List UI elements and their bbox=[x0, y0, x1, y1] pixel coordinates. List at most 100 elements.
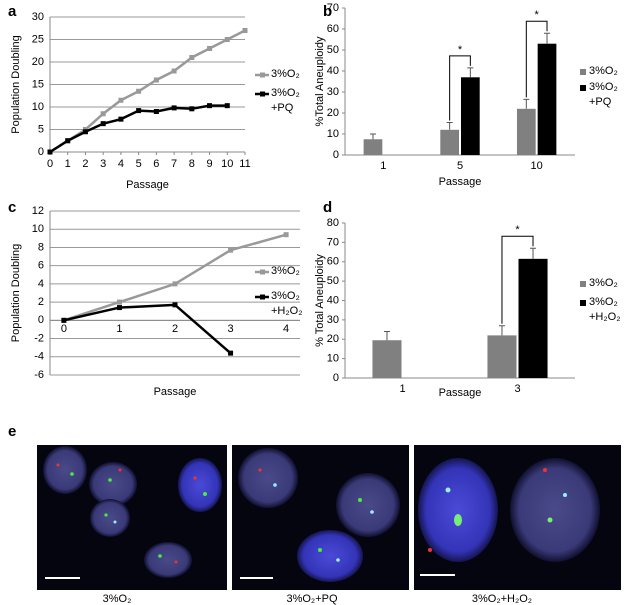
x-tick-label: 8 bbox=[189, 158, 195, 170]
data-point bbox=[228, 247, 234, 253]
legend-swatch bbox=[260, 91, 265, 97]
bar bbox=[518, 258, 548, 378]
panel-label: b bbox=[323, 3, 332, 20]
significance-label: * bbox=[535, 9, 540, 21]
data-point bbox=[116, 299, 122, 305]
legend-label: 3%O₂ bbox=[589, 277, 618, 289]
data-point bbox=[136, 88, 142, 94]
y-tick-label: 12 bbox=[32, 205, 44, 217]
x-tick-label: 7 bbox=[171, 158, 177, 170]
data-point bbox=[171, 68, 177, 74]
y-tick-label: 2 bbox=[38, 296, 44, 308]
x-tick-label: 4 bbox=[283, 323, 289, 335]
legend-label: 3%O₂ +H₂O₂ bbox=[271, 290, 303, 317]
y-tick-label: 0 bbox=[38, 146, 44, 158]
x-tick-label: 2 bbox=[172, 323, 178, 335]
x-tick-label: 1 bbox=[399, 383, 405, 395]
data-line bbox=[49, 29, 246, 154]
x-tick-label: 5 bbox=[457, 160, 463, 172]
x-tick-label: 1 bbox=[65, 158, 71, 170]
x-tick-label: 2 bbox=[82, 158, 88, 170]
x-axis-label: Passage bbox=[154, 386, 197, 398]
error-bar bbox=[446, 121, 453, 130]
legend-swatch bbox=[260, 294, 265, 300]
image-caption: 3%O₂ bbox=[103, 593, 132, 605]
legend-label: 3%O₂ bbox=[271, 68, 300, 80]
data-point bbox=[136, 108, 142, 114]
error-bar bbox=[369, 133, 376, 140]
y-tick-label: 50 bbox=[327, 275, 339, 287]
y-tick-label: 60 bbox=[327, 23, 339, 35]
y-tick-label: 8 bbox=[38, 241, 44, 253]
x-tick-label: 3 bbox=[227, 323, 233, 335]
x-tick-label: 3 bbox=[514, 383, 520, 395]
bar bbox=[440, 129, 459, 155]
legend-swatch bbox=[580, 281, 586, 287]
significance-label: * bbox=[515, 224, 520, 236]
y-tick-label: 15 bbox=[32, 78, 44, 90]
data-point bbox=[242, 28, 248, 33]
y-tick-label: -4 bbox=[34, 351, 44, 363]
significance-bracket bbox=[501, 235, 534, 324]
x-tick-label: 10 bbox=[221, 158, 233, 170]
data-point bbox=[207, 46, 213, 51]
data-point bbox=[65, 138, 71, 144]
y-tick-label: 60 bbox=[327, 256, 339, 268]
x-tick-label: 10 bbox=[531, 160, 543, 172]
data-point bbox=[189, 106, 195, 112]
y-tick-label: -6 bbox=[34, 369, 44, 381]
bar bbox=[487, 335, 517, 378]
error-bar bbox=[498, 325, 505, 336]
bar bbox=[537, 43, 557, 156]
y-tick-label: 0 bbox=[333, 372, 339, 384]
data-point bbox=[171, 105, 177, 111]
x-tick-label: 5 bbox=[136, 158, 142, 170]
data-point bbox=[82, 129, 88, 135]
micrograph bbox=[37, 445, 621, 590]
y-tick-label: 40 bbox=[327, 65, 339, 77]
data-point bbox=[61, 317, 67, 323]
x-axis-label: Passage bbox=[439, 387, 482, 399]
data-point bbox=[228, 350, 234, 356]
y-tick-label: 10 bbox=[327, 128, 339, 140]
y-axis-label: Population Doubling bbox=[10, 244, 22, 342]
error-bar bbox=[467, 67, 474, 78]
data-point bbox=[172, 281, 178, 287]
data-point bbox=[189, 55, 195, 60]
y-tick-label: 70 bbox=[327, 236, 339, 248]
data-point bbox=[118, 116, 124, 122]
data-point bbox=[207, 103, 213, 109]
legend-label: 3%O₂ +PQ bbox=[589, 81, 618, 108]
legend-swatch bbox=[260, 72, 265, 78]
x-tick-label: 0 bbox=[61, 323, 67, 335]
bar bbox=[372, 340, 402, 378]
legend-label: 3%O₂ bbox=[589, 65, 618, 77]
y-axis-label: % Total Aneuploidy bbox=[314, 254, 326, 347]
legend-label: 3%O₂ +H₂O₂ bbox=[589, 296, 621, 323]
legend-label: 3%O₂ +PQ bbox=[271, 87, 300, 114]
y-tick-label: 80 bbox=[327, 217, 339, 229]
significance-bracket bbox=[449, 55, 471, 121]
error-bar bbox=[544, 32, 551, 44]
data-point bbox=[224, 103, 230, 109]
y-tick-label: 30 bbox=[327, 86, 339, 98]
bar bbox=[363, 139, 383, 155]
x-axis-label: Passage bbox=[126, 179, 169, 191]
data-point bbox=[153, 109, 159, 114]
y-tick-label: 30 bbox=[32, 11, 44, 23]
image-caption: 3%O₂+PQ bbox=[286, 593, 337, 605]
data-point bbox=[172, 302, 178, 308]
y-tick-label: 10 bbox=[32, 223, 44, 235]
y-tick-label: 4 bbox=[38, 278, 44, 290]
y-tick-label: 20 bbox=[327, 333, 339, 345]
y-tick-label: 6 bbox=[38, 260, 44, 272]
panel-label: e bbox=[8, 423, 16, 440]
y-tick-label: -2 bbox=[34, 332, 44, 344]
significance-label: * bbox=[458, 44, 463, 56]
y-tick-label: 70 bbox=[327, 2, 339, 14]
data-point bbox=[116, 305, 122, 311]
panel-label: c bbox=[8, 199, 16, 216]
x-tick-label: 4 bbox=[118, 158, 124, 170]
